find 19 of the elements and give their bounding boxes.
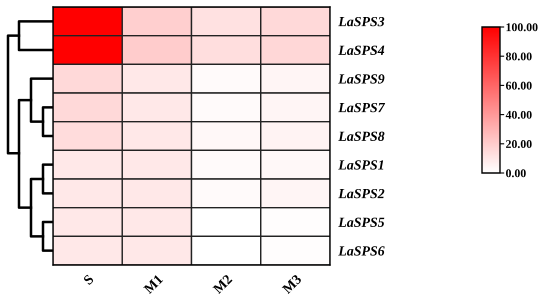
x-tick-label: S	[83, 274, 94, 286]
color-bar-label: 20.00	[506, 140, 532, 148]
y-tick-label: LaSPS5	[338, 218, 384, 227]
color-bar-label: 0.00	[506, 169, 526, 178]
x-tick-label: M2	[212, 274, 233, 294]
y-tick-label: LaSPS3	[338, 16, 384, 26]
color-bar-label: 40.00	[506, 110, 532, 119]
y-tick-label: LaSPS9	[338, 74, 384, 84]
color-bar-label: 80.00	[506, 52, 532, 60]
color-bar-label: 60.00	[506, 82, 532, 90]
y-tick-label: LaSPS6	[338, 246, 385, 256]
y-tick-label: LaSPS7	[338, 102, 386, 112]
y-tick-label: LaSPS2	[338, 188, 384, 198]
color-bar-label: 100.00	[506, 23, 538, 32]
y-tick-label: LaSPS8	[338, 132, 384, 141]
x-tick-label: M1	[143, 274, 164, 294]
x-tick-label: M3	[282, 274, 302, 294]
y-tick-label: LaSPS4	[338, 46, 384, 55]
y-tick-label: LaSPS1	[338, 160, 384, 170]
